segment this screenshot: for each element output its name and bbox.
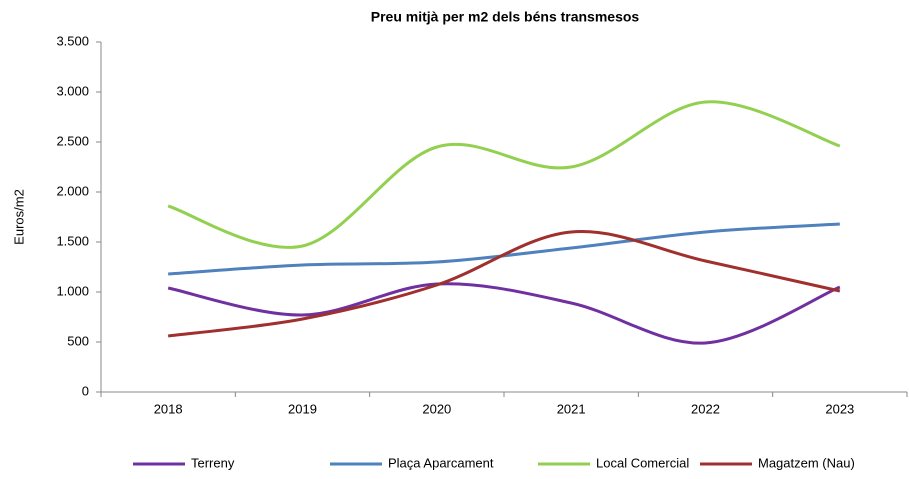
- x-tick-label: 2019: [288, 401, 317, 416]
- legend-label: Plaça Aparcament: [388, 455, 494, 470]
- y-tick-label: 500: [67, 333, 89, 348]
- legend-label: Magatzem (Nau): [758, 455, 855, 470]
- x-tick-label: 2020: [422, 401, 451, 416]
- y-tick-label: 3.500: [56, 33, 89, 48]
- legend-label: Local Comercial: [596, 455, 689, 470]
- y-axis-label: Euros/m2: [11, 189, 26, 245]
- x-tick-label: 2022: [691, 401, 720, 416]
- line: [167, 100, 841, 249]
- y-tick-label: 1.000: [56, 283, 89, 298]
- y-tick-label: 2.000: [56, 183, 89, 198]
- x-tick-label: 2023: [825, 401, 854, 416]
- y-tick-label: 3.000: [56, 83, 89, 98]
- line: [168, 222, 840, 276]
- x-tick-label: 2018: [154, 401, 183, 416]
- line: [167, 282, 841, 345]
- y-tick-label: 2.500: [56, 133, 89, 148]
- y-tick-label: 0: [82, 383, 89, 398]
- chart-title: Preu mitjà per m2 dels béns transmesos: [371, 9, 640, 25]
- y-tick-label: 1.500: [56, 233, 89, 248]
- x-tick-label: 2021: [557, 401, 586, 416]
- line: [167, 230, 841, 338]
- legend-label: Terreny: [191, 455, 235, 470]
